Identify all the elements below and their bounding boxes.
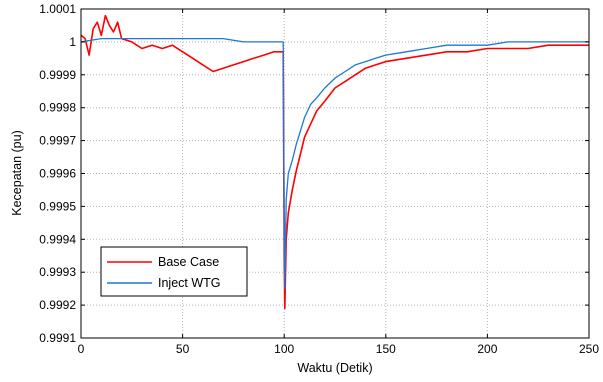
y-tick-label: 0.9993 (39, 265, 76, 279)
legend-label-base-case: Base Case (158, 255, 219, 269)
series-lines (80, 14, 589, 310)
x-tick-label: 200 (477, 342, 497, 356)
axis-ticks: 0 50 100 150 200 250 0.9991 0.9992 0.9993 0.9994 0… (39, 2, 599, 356)
y-tick-label: 0.9994 (39, 232, 76, 246)
x-tick-label: 0 (78, 342, 85, 356)
series-line-inject-wtg (80, 37, 589, 290)
x-tick-label: 100 (274, 342, 294, 356)
y-tick-label: 0.9996 (39, 167, 76, 181)
legend-label-inject-wtg: Inject WTG (158, 276, 221, 290)
y-tick-label: 1 (69, 35, 76, 49)
y-tick-label: 1.0001 (39, 2, 76, 16)
y-tick-label: 0.9992 (39, 298, 76, 312)
legend-box (100, 246, 248, 297)
y-tick-label: 0.9999 (39, 68, 76, 82)
y-tick-label: 0.9991 (39, 331, 76, 345)
x-tick-label: 150 (376, 342, 396, 356)
x-axis-label: Waktu (Detik) (297, 361, 372, 375)
x-tick-label: 250 (579, 342, 599, 356)
y-tick-label: 0.9997 (39, 134, 76, 148)
y-tick-label: 0.9995 (39, 199, 76, 213)
x-tick-label: 50 (176, 342, 190, 356)
y-axis-label: Kecepatan (pu) (10, 130, 24, 215)
y-tick-label: 0.9998 (39, 101, 76, 115)
legend: Base Case Inject WTG (100, 246, 248, 297)
